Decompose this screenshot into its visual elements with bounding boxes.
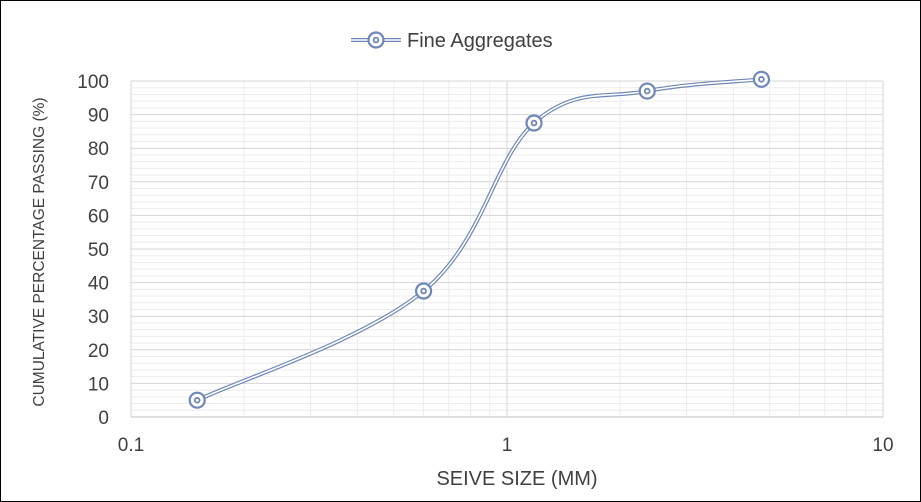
- legend: Fine Aggregates: [351, 30, 553, 52]
- data-point-marker-center: [193, 396, 201, 404]
- data-point-marker-center: [530, 119, 538, 127]
- y-axis-title: CUMULATIVE PERCENTAGE PASSING (%): [31, 97, 48, 406]
- grid-layer: [130, 80, 884, 417]
- y-tick-label: 20: [88, 341, 109, 362]
- x-tick-label: 1: [502, 435, 513, 456]
- x-axis-title: SEIVE SIZE (MM): [436, 468, 597, 490]
- y-tick-label: 70: [88, 173, 109, 194]
- legend-marker-dot-icon: [372, 36, 380, 44]
- data-point-marker-center: [420, 287, 427, 295]
- y-tick-label: 60: [88, 206, 109, 227]
- y-tick-label: 100: [77, 72, 109, 93]
- x-tick-label: 0.1: [118, 435, 144, 456]
- series-line-inner: [196, 78, 763, 401]
- data-point-marker-center: [643, 87, 651, 95]
- y-tick-label: 40: [88, 274, 109, 295]
- y-tick-label: 80: [88, 139, 109, 160]
- y-tick-label: 50: [88, 240, 109, 261]
- series-line-outer: [195, 77, 764, 403]
- x-tick-label: 10: [872, 435, 893, 456]
- y-tick-label: 0: [98, 408, 109, 429]
- series-layer: [188, 70, 771, 409]
- legend-label: Fine Aggregates: [407, 30, 553, 52]
- data-point-marker-center: [758, 76, 765, 83]
- y-tick-label: 10: [88, 374, 109, 395]
- y-tick-label: 30: [88, 307, 109, 328]
- y-tick-label: 90: [88, 106, 109, 127]
- axis-layer: 0 10 20 30 40 50 60 70 80 90 100 0.1 1 10: [77, 72, 893, 456]
